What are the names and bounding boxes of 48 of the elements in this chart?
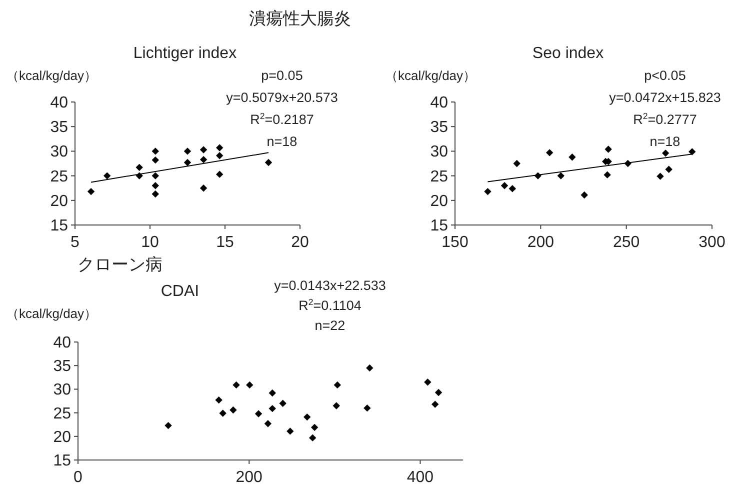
xtick: 5	[70, 234, 80, 251]
annotation: y=0.0143x+22.533	[274, 278, 386, 293]
ytick: 40	[53, 334, 71, 352]
subtitle: Lichtiger index	[133, 45, 237, 62]
ytick: 15	[50, 218, 68, 234]
xtick: 250	[612, 234, 640, 251]
xtick: 200	[236, 469, 262, 486]
xtick: 10	[141, 234, 159, 251]
annotation: y=0.0472x+15.823	[609, 90, 721, 105]
ylabel: （kcal/kg/day）	[6, 306, 98, 321]
ytick: 40	[430, 94, 448, 112]
annotation: R$^{2}$=0.2187	[250, 111, 314, 127]
ylabel: （kcal/kg/day）	[385, 68, 476, 83]
annotation: p=0.05	[261, 68, 303, 83]
ytick: 30	[50, 144, 68, 161]
xtick: 15	[216, 234, 234, 251]
xtick: 200	[527, 234, 554, 251]
annotation: R$^{2}$=0.1104	[298, 297, 362, 313]
ytick: 30	[53, 382, 71, 399]
title: クローン病	[78, 255, 162, 274]
subtitle: CDAI	[160, 283, 200, 300]
xtick: 0	[74, 469, 82, 486]
ytick: 15	[430, 218, 448, 234]
title: 潰瘍性大腸炎	[249, 9, 351, 28]
ytick: 35	[430, 119, 448, 136]
xtick: 150	[442, 234, 468, 251]
ytick: 20	[53, 428, 71, 446]
ylabel: （kcal/kg/day）	[6, 68, 98, 83]
annotation: y=0.5079x+20.573	[226, 90, 338, 105]
annotation: n=22	[314, 318, 346, 333]
ytick: 30	[430, 144, 448, 161]
ytick: 35	[50, 119, 68, 136]
ytick: 35	[53, 358, 71, 376]
xtick: 20	[291, 234, 309, 251]
ytick: 40	[50, 94, 68, 112]
ytick: 25	[50, 168, 68, 186]
ytick: 25	[53, 405, 71, 422]
ytick: 15	[53, 452, 71, 470]
xtick: 300	[698, 234, 726, 251]
ytick: 20	[430, 192, 448, 210]
xtick: 400	[406, 469, 434, 486]
ytick: 25	[430, 168, 448, 186]
annotation: n=18	[650, 134, 680, 149]
title: Seo index	[532, 45, 604, 62]
annotation: n=18	[266, 134, 298, 149]
annotation: R$^{2}$=0.2777	[633, 111, 697, 127]
annotation: p<0.05	[644, 68, 686, 83]
ytick: 20	[50, 192, 68, 210]
